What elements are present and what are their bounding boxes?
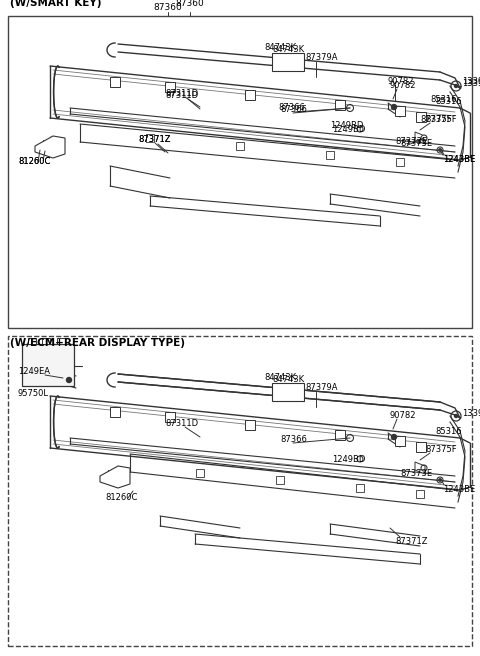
Bar	[110, 77, 120, 87]
Text: 87371Z: 87371Z	[138, 136, 170, 144]
Text: 95750L: 95750L	[18, 390, 49, 398]
Bar	[395, 106, 405, 116]
Circle shape	[392, 104, 396, 110]
Text: 87360: 87360	[153, 3, 182, 12]
Bar	[146, 134, 154, 142]
Text: (W/SMART KEY): (W/SMART KEY)	[10, 0, 101, 8]
Text: 87366: 87366	[278, 104, 305, 112]
Bar	[335, 100, 345, 110]
Text: 84743K: 84743K	[272, 375, 304, 384]
Bar	[236, 142, 244, 150]
Text: 87371Z: 87371Z	[138, 134, 170, 144]
Bar	[326, 151, 334, 159]
Text: 1249BD: 1249BD	[330, 121, 363, 131]
Polygon shape	[415, 462, 425, 474]
Bar	[165, 82, 175, 92]
Text: 81260C: 81260C	[105, 493, 137, 502]
Bar	[395, 436, 405, 446]
Polygon shape	[100, 466, 130, 488]
Text: 87373E: 87373E	[400, 470, 432, 478]
Text: 84743K: 84743K	[264, 373, 296, 382]
Circle shape	[439, 149, 441, 151]
Bar	[335, 430, 345, 440]
Bar	[8, 16, 472, 328]
Text: 1243BE: 1243BE	[443, 155, 475, 163]
Bar	[356, 484, 364, 492]
Text: 90782: 90782	[388, 77, 415, 85]
Bar	[396, 157, 404, 166]
Text: 1243BE: 1243BE	[443, 485, 475, 493]
Bar	[57, 338, 65, 344]
Bar	[416, 442, 426, 452]
Text: 1339CC: 1339CC	[462, 77, 480, 87]
Text: 87311D: 87311D	[165, 89, 198, 98]
Text: 1339CC: 1339CC	[462, 79, 480, 89]
Bar	[416, 112, 426, 122]
Text: 87379A: 87379A	[305, 54, 337, 62]
Text: 1243BE: 1243BE	[443, 155, 475, 163]
Bar	[165, 412, 175, 422]
Text: 1249BD: 1249BD	[332, 125, 365, 134]
Polygon shape	[415, 132, 425, 144]
Circle shape	[392, 434, 396, 440]
Bar	[416, 489, 424, 498]
Circle shape	[421, 135, 427, 141]
Text: 85316: 85316	[430, 96, 456, 104]
Text: 87311D: 87311D	[165, 419, 198, 428]
Text: 90782: 90782	[390, 81, 417, 89]
Bar	[272, 53, 304, 71]
Text: 1249EA: 1249EA	[18, 367, 50, 375]
Circle shape	[439, 479, 441, 482]
Text: 1339CC: 1339CC	[462, 409, 480, 419]
Text: 90782: 90782	[390, 411, 417, 419]
Circle shape	[67, 377, 72, 382]
Text: 87366: 87366	[280, 104, 307, 113]
Text: 85316: 85316	[435, 426, 462, 436]
Bar	[245, 91, 255, 100]
Text: 85316: 85316	[435, 96, 462, 106]
Bar	[196, 468, 204, 476]
Text: 84743K: 84743K	[272, 45, 304, 54]
Text: (W/ECM+REAR DISPLAY TYPE): (W/ECM+REAR DISPLAY TYPE)	[10, 338, 185, 348]
Text: 1249BD: 1249BD	[332, 455, 365, 464]
Text: 87371Z: 87371Z	[395, 537, 428, 546]
Bar	[42, 338, 50, 344]
Polygon shape	[35, 136, 65, 158]
Bar	[272, 383, 304, 401]
Bar	[276, 476, 284, 484]
Text: 87360: 87360	[176, 0, 204, 8]
FancyBboxPatch shape	[22, 344, 74, 386]
Text: 87373E: 87373E	[400, 140, 432, 148]
Text: 87379A: 87379A	[305, 384, 337, 392]
Text: 87375F: 87375F	[425, 115, 456, 123]
Text: 87375F: 87375F	[420, 115, 452, 125]
Circle shape	[455, 85, 457, 87]
Bar	[110, 407, 120, 417]
Bar	[245, 420, 255, 430]
Text: 84743K: 84743K	[264, 43, 296, 52]
Text: 87375F: 87375F	[425, 445, 456, 453]
Text: 87311D: 87311D	[165, 91, 198, 100]
Circle shape	[455, 415, 457, 417]
Text: 81260C: 81260C	[18, 157, 50, 167]
Bar	[28, 338, 36, 344]
Text: 87366: 87366	[280, 434, 307, 443]
Text: 81260C: 81260C	[18, 157, 50, 165]
Bar	[8, 336, 472, 646]
Text: 87373E: 87373E	[395, 136, 427, 146]
